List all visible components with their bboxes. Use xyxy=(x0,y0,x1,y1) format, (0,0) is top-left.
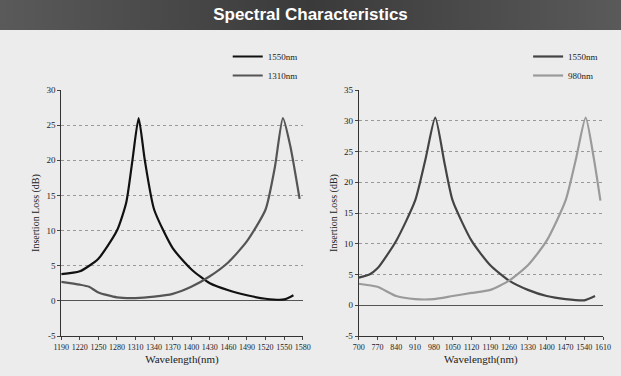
svg-text:1050: 1050 xyxy=(445,343,461,352)
svg-text:1370: 1370 xyxy=(165,343,181,352)
svg-text:1470: 1470 xyxy=(558,343,574,352)
svg-text:1400: 1400 xyxy=(539,343,555,352)
svg-text:30: 30 xyxy=(344,116,354,126)
svg-text:Wavelength(nm): Wavelength(nm) xyxy=(145,353,219,366)
svg-text:1430: 1430 xyxy=(202,343,218,352)
svg-text:5: 5 xyxy=(51,261,56,271)
svg-text:910: 910 xyxy=(409,343,421,352)
svg-text:1190: 1190 xyxy=(482,343,498,352)
svg-text:1610: 1610 xyxy=(595,343,611,352)
svg-text:1460: 1460 xyxy=(220,343,236,352)
svg-text:1550nm: 1550nm xyxy=(568,52,598,62)
svg-text:1120: 1120 xyxy=(464,343,480,352)
svg-text:-5: -5 xyxy=(48,331,56,341)
svg-text:1310: 1310 xyxy=(128,343,144,352)
svg-text:25: 25 xyxy=(344,147,354,157)
svg-text:1190: 1190 xyxy=(53,343,69,352)
svg-text:700: 700 xyxy=(353,343,365,352)
svg-text:10: 10 xyxy=(344,239,354,249)
svg-text:1330: 1330 xyxy=(520,343,536,352)
html-text:Spectral Characteristics: Spectral Characteristics xyxy=(213,5,408,24)
svg-text:15: 15 xyxy=(344,208,354,218)
svg-text:30: 30 xyxy=(46,85,56,95)
svg-text:35: 35 xyxy=(344,85,354,95)
svg-text:1580: 1580 xyxy=(295,343,311,352)
svg-text:840: 840 xyxy=(390,343,402,352)
svg-text:-5: -5 xyxy=(345,331,353,341)
svg-text:1540: 1540 xyxy=(576,343,592,352)
svg-text:15: 15 xyxy=(46,191,56,201)
svg-text:1260: 1260 xyxy=(501,343,517,352)
svg-text:980: 980 xyxy=(428,343,440,352)
svg-text:Insertion Loss (dB): Insertion Loss (dB) xyxy=(328,174,340,252)
svg-text:1280: 1280 xyxy=(109,343,125,352)
svg-text:20: 20 xyxy=(46,155,56,165)
svg-text:1550: 1550 xyxy=(276,343,292,352)
svg-text:980nm: 980nm xyxy=(568,71,593,81)
svg-text:0: 0 xyxy=(348,300,353,310)
svg-text:0: 0 xyxy=(51,296,56,306)
svg-text:20: 20 xyxy=(344,177,354,187)
svg-text:Wavelength(nm): Wavelength(nm) xyxy=(444,353,518,366)
svg-text:1400: 1400 xyxy=(183,343,199,352)
svg-text:5: 5 xyxy=(348,270,353,280)
svg-text:1550nm: 1550nm xyxy=(268,52,298,62)
svg-text:1520: 1520 xyxy=(258,343,274,352)
svg-text:25: 25 xyxy=(46,120,56,130)
svg-text:1250: 1250 xyxy=(90,343,106,352)
svg-text:1340: 1340 xyxy=(146,343,162,352)
svg-text:1220: 1220 xyxy=(72,343,88,352)
svg-text:1310nm: 1310nm xyxy=(268,71,298,81)
svg-text:Insertion Loss (dB): Insertion Loss (dB) xyxy=(30,174,42,252)
svg-text:10: 10 xyxy=(46,226,56,236)
svg-text:770: 770 xyxy=(371,343,383,352)
svg-text:1490: 1490 xyxy=(239,343,255,352)
